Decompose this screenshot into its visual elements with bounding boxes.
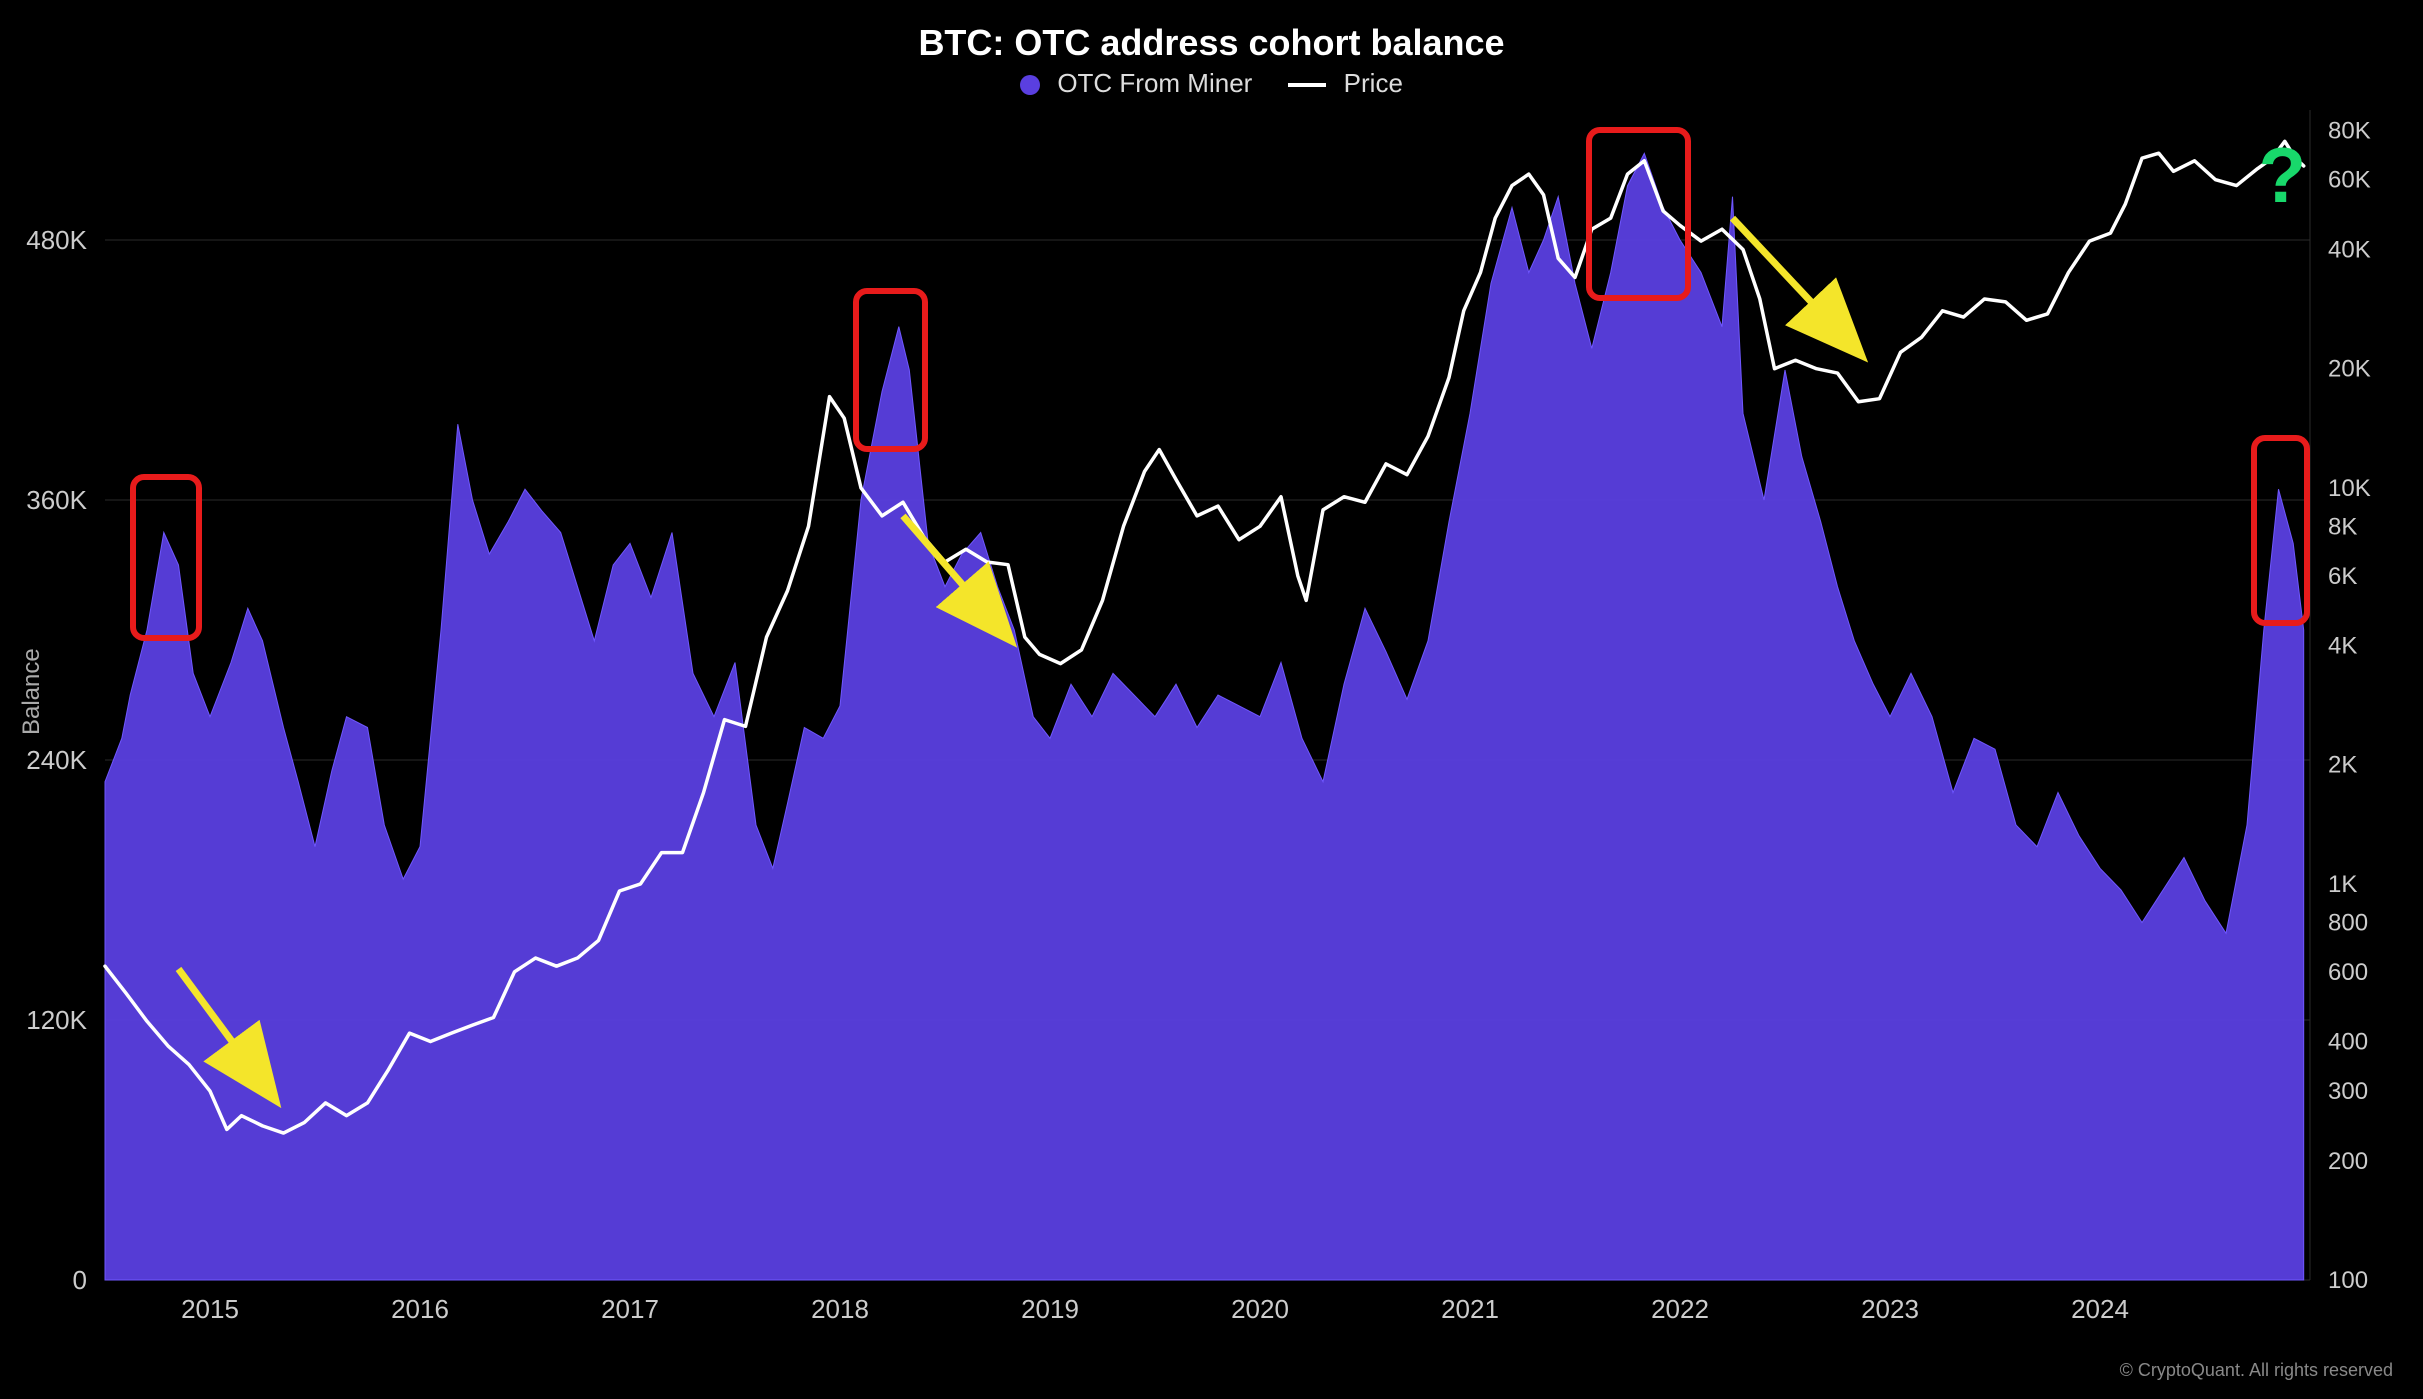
x-tick-label: 2022 <box>1651 1294 1709 1324</box>
y-right-tick-label: 80K <box>2328 117 2371 144</box>
x-tick-label: 2015 <box>181 1294 239 1324</box>
y-right-tick-label: 60K <box>2328 167 2371 194</box>
y-left-tick-label: 240K <box>26 745 87 775</box>
x-tick-label: 2017 <box>601 1294 659 1324</box>
y-right-tick-label: 800 <box>2328 909 2368 936</box>
x-tick-label: 2024 <box>2071 1294 2129 1324</box>
y-right-tick-label: 100 <box>2328 1267 2368 1294</box>
y-left-tick-label: 480K <box>26 225 87 255</box>
y-left-tick-label: 0 <box>73 1265 87 1295</box>
y-right-tick-label: 20K <box>2328 356 2371 383</box>
x-tick-label: 2023 <box>1861 1294 1919 1324</box>
y-right-tick-label: 4K <box>2328 633 2357 660</box>
y-right-tick-label: 6K <box>2328 563 2357 590</box>
chart-plot: 2015 2016 2017 2018 2019 2020 2021 2022 2023 2024… <box>0 0 2423 1399</box>
y-right-tick-label: 1K <box>2328 871 2357 898</box>
series-area <box>105 153 2304 1280</box>
y-left-tick-label: 360K <box>26 485 87 515</box>
x-tick-label: 2016 <box>391 1294 449 1324</box>
x-tick-label: 2018 <box>811 1294 869 1324</box>
x-tick-label: 2021 <box>1441 1294 1499 1324</box>
y-left-tick-label: 120K <box>26 1005 87 1035</box>
y-right-tick-label: 200 <box>2328 1148 2368 1175</box>
credit-text: © CryptoQuant. All rights reserved <box>2120 1360 2393 1381</box>
y-right-tick-label: 8K <box>2328 513 2357 540</box>
y-right-tick-label: 10K <box>2328 475 2371 502</box>
x-tick-label: 2020 <box>1231 1294 1289 1324</box>
y-right-tick-label: 400 <box>2328 1029 2368 1056</box>
y-right-tick-label: 600 <box>2328 959 2368 986</box>
x-tick-label: 2019 <box>1021 1294 1079 1324</box>
annotation-arrow <box>1733 218 1859 352</box>
y-right-tick-label: 40K <box>2328 236 2371 263</box>
y-right-tick-label: 2K <box>2328 752 2357 779</box>
y-right-tick-label: 300 <box>2328 1078 2368 1105</box>
